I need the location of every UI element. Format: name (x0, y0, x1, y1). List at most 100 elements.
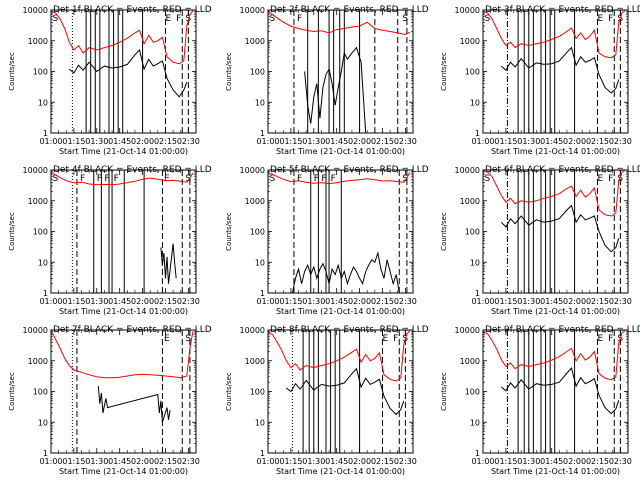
y-tick-label: 10 (470, 418, 480, 427)
lld-rate-line (267, 171, 411, 185)
lld-rate-line (50, 330, 194, 379)
y-tick-label: 10000 (455, 166, 480, 175)
x-tick-label: 01:00 (471, 137, 494, 146)
x-axis-label: Start Time (21-Oct-14 01:00:00) (491, 307, 620, 316)
y-tick-label: 1000 (245, 357, 265, 366)
x-tick-label: 02:15 (586, 137, 609, 146)
x-tick-label: 01:00 (256, 297, 279, 306)
x-tick-label: 01:30 (302, 297, 325, 306)
marker-label: E (597, 334, 603, 344)
events-rate-line (285, 367, 405, 416)
y-tick-label: 100 (465, 388, 480, 397)
y-tick-label: 10 (255, 258, 265, 267)
y-tick-label: 10000 (240, 6, 265, 15)
x-tick-label: 01:30 (85, 137, 108, 146)
x-tick-label: 02:30 (177, 137, 200, 146)
y-tick-label: 100 (250, 68, 265, 77)
y-tick-label: 1000 (245, 37, 265, 46)
y-tick-label: 100 (33, 68, 48, 77)
y-tick-label: 100 (465, 68, 480, 77)
y-tick-label: 10000 (23, 166, 48, 175)
marker-label: E (164, 334, 170, 344)
marker-label: F (393, 334, 398, 344)
marker-label: S (270, 14, 276, 24)
x-axis-label: Start Time (21-Oct-14 01:00:00) (59, 307, 188, 316)
x-tick-label: 01:30 (302, 457, 325, 466)
x-tick-label: 02:30 (609, 457, 632, 466)
chart-panel-3: Det 3f BLACK = Events, RED = LLDCounts/s… (440, 5, 640, 156)
x-tick-label: 01:00 (39, 137, 62, 146)
x-tick-label: 01:15 (494, 457, 517, 466)
x-tick-label: 01:15 (62, 297, 85, 306)
x-axis-label: Start Time (21-Oct-14 01:00:00) (276, 147, 405, 156)
marker-label: S (402, 174, 408, 184)
x-tick-label: 02:30 (609, 297, 632, 306)
x-tick-label: 01:45 (540, 297, 563, 306)
marker-label: S (402, 14, 408, 24)
y-tick-label: 10000 (455, 6, 480, 15)
x-tick-label: 02:15 (154, 457, 177, 466)
marker-label: S (185, 334, 191, 344)
marker-label: F (114, 174, 119, 184)
events-rate-line (304, 46, 367, 134)
marker-label: E (597, 174, 603, 184)
x-tick-label: 01:45 (325, 137, 348, 146)
marker-label: F (314, 174, 319, 184)
plot-frame (267, 9, 414, 134)
x-tick-label: 01:45 (325, 457, 348, 466)
x-axis-label: Start Time (21-Oct-14 01:00:00) (59, 467, 188, 476)
x-tick-label: 01:30 (517, 297, 540, 306)
y-tick-label: 1000 (460, 37, 480, 46)
x-tick-label: 02:30 (394, 297, 417, 306)
x-tick-label: 02:30 (394, 137, 417, 146)
marker-label: F (297, 174, 302, 184)
y-tick-label: 1 (43, 129, 48, 138)
y-tick-label: 10 (38, 418, 48, 427)
x-tick-label: 02:00 (563, 137, 586, 146)
marker-label: E (382, 334, 388, 344)
y-tick-label: 1000 (28, 197, 48, 206)
x-axis-label: Start Time (21-Oct-14 01:00:00) (59, 147, 188, 156)
x-tick-label: 02:30 (177, 297, 200, 306)
x-tick-label: 02:15 (154, 297, 177, 306)
x-tick-label: 01:15 (494, 297, 517, 306)
x-tick-label: 02:15 (371, 137, 394, 146)
lld-rate-line (482, 330, 626, 381)
y-tick-label: 1 (43, 449, 48, 458)
marker-label: F (80, 174, 85, 184)
marker-label: F (608, 14, 613, 24)
x-tick-label: 01:45 (540, 457, 563, 466)
lld-rate-line (267, 10, 411, 36)
events-rate-line (291, 251, 400, 294)
x-tick-label: 01:00 (256, 457, 279, 466)
x-axis-label: Start Time (21-Oct-14 01:00:00) (276, 307, 405, 316)
y-tick-label: 10 (470, 258, 480, 267)
chart-panel-1: Det 1f BLACK = Events, RED = LLDCounts/s… (8, 5, 212, 156)
x-tick-label: 01:15 (62, 457, 85, 466)
lld-rate-line (50, 10, 194, 65)
y-tick-label: 100 (33, 228, 48, 237)
y-tick-label: 10000 (23, 6, 48, 15)
marker-label: S (270, 174, 276, 184)
events-rate-line (500, 366, 620, 415)
events-rate-line (97, 386, 171, 423)
y-tick-label: 10 (38, 98, 48, 107)
x-tick-label: 01:30 (85, 297, 108, 306)
marker-label: F (331, 174, 336, 184)
marker-label: S (485, 174, 491, 184)
y-tick-label: 1 (475, 129, 480, 138)
x-tick-label: 02:15 (586, 297, 609, 306)
x-tick-label: 01:00 (471, 457, 494, 466)
lld-rate-line (267, 330, 411, 382)
y-tick-label: 1 (260, 449, 265, 458)
x-tick-label: 01:00 (39, 457, 62, 466)
y-axis-label: Counts/sec (225, 52, 233, 91)
marker-label: S (53, 174, 59, 184)
marker-label: E (164, 174, 170, 184)
chart-panel-8: Det 8f BLACK = Events, RED = LLDCounts/s… (225, 325, 429, 476)
plot-frame (482, 329, 629, 454)
x-axis-label: Start Time (21-Oct-14 01:00:00) (491, 147, 620, 156)
y-tick-label: 1000 (460, 197, 480, 206)
x-tick-label: 01:15 (279, 137, 302, 146)
